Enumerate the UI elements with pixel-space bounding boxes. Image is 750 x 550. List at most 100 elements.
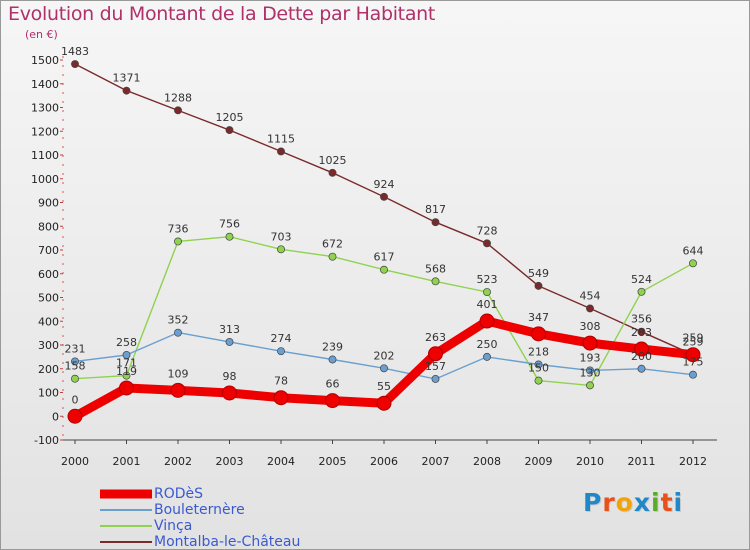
proxiti-logo: Proxiti: [583, 488, 683, 517]
logo-letter: P: [583, 488, 603, 517]
data-label-rodes: 259: [683, 332, 704, 345]
data-point-rodes: [273, 390, 289, 406]
data-point-rodes: [170, 382, 186, 398]
data-label-bouleternere: 200: [631, 350, 652, 363]
x-tick-label: 2008: [473, 455, 501, 468]
data-point-vinca: [225, 232, 234, 241]
data-point-montalba-le-chateau: [483, 239, 491, 248]
data-label-bouleternere: 274: [271, 332, 292, 345]
data-label-bouleternere: 193: [580, 351, 601, 364]
data-label-rodes: 66: [326, 378, 340, 391]
y-tick-label: 400: [38, 315, 59, 328]
x-tick-label: 2002: [164, 455, 192, 468]
data-point-vinca: [174, 237, 182, 246]
data-point-vinca: [380, 265, 388, 274]
data-point-montalba-le-chateau: [225, 126, 234, 135]
data-label-vinca: 171: [116, 357, 137, 370]
data-point-vinca: [689, 259, 697, 268]
x-tick-label: 2010: [576, 455, 604, 468]
data-point-bouleternere: [225, 337, 234, 346]
data-point-bouleternere: [534, 360, 543, 369]
legend-label: Bouleternère: [154, 502, 245, 518]
data-label-vinca: 736: [168, 222, 189, 235]
y-tick-label: 1400: [31, 78, 59, 91]
data-label-vinca: 756: [219, 218, 240, 231]
x-tick-label: 2009: [525, 455, 553, 468]
data-label-bouleternere: 250: [477, 338, 498, 351]
y-tick-label: 1500: [31, 54, 59, 67]
data-label-montalba-le-chateau: 356: [631, 313, 652, 326]
chart-series: [67, 60, 701, 424]
data-point-rodes: [582, 335, 598, 351]
data-label-bouleternere: 157: [425, 360, 446, 373]
x-tick-label: 2003: [216, 455, 244, 468]
y-tick-label: 1200: [31, 125, 59, 138]
logo-letter: x: [633, 488, 651, 517]
data-point-rodes: [376, 395, 392, 411]
chart-axes: -100 0 100 200 300 400 500 600 700 800 900 1000 1100…: [31, 54, 717, 468]
chart-data-labels: 1483 1371 1288 1205 1115 1025 924 817 728 549 454 3…: [61, 45, 704, 406]
legend-swatch: [100, 509, 152, 511]
data-point-vinca: [122, 371, 131, 380]
data-point-montalba-le-chateau: [431, 218, 440, 227]
y-tick-label: 500: [38, 292, 59, 305]
data-label-vinca: 524: [631, 273, 652, 286]
data-point-montalba-le-chateau: [637, 327, 646, 336]
data-point-montalba-le-chateau: [534, 281, 543, 290]
y-tick-label: 100: [38, 387, 59, 400]
y-tick-label: 200: [38, 363, 59, 376]
data-label-rodes: 109: [168, 367, 189, 380]
x-tick-label: 2011: [628, 455, 656, 468]
data-label-bouleternere: 218: [528, 345, 549, 358]
data-point-rodes: [531, 326, 546, 342]
data-point-vinca: [71, 374, 79, 383]
data-label-vinca: 672: [322, 238, 343, 251]
logo-letter: i: [651, 488, 661, 517]
data-point-montalba-le-chateau: [277, 147, 285, 156]
data-label-vinca: 617: [374, 251, 395, 264]
data-label-bouleternere: 202: [374, 349, 395, 362]
x-tick-label: 2005: [319, 455, 347, 468]
data-label-montalba-le-chateau: 924: [374, 178, 395, 191]
x-tick-label: 2012: [679, 455, 707, 468]
y-tick-label: -100: [34, 434, 59, 447]
chart-title: Evolution du Montant de la Dette par Hab…: [8, 3, 436, 25]
data-label-montalba-le-chateau: 259: [683, 336, 704, 349]
data-point-rodes: [685, 347, 701, 363]
legend-label: Montalba-le-Château: [154, 534, 301, 550]
data-point-vinca: [277, 245, 285, 254]
data-point-bouleternere: [174, 328, 182, 337]
data-label-bouleternere: 352: [168, 314, 189, 327]
data-label-rodes: 0: [72, 393, 79, 406]
data-point-montalba-le-chateau: [174, 106, 182, 115]
data-point-vinca: [483, 288, 491, 296]
data-point-montalba-le-chateau: [328, 168, 337, 177]
data-point-montalba-le-chateau: [380, 192, 388, 201]
y-tick-label: 0: [52, 410, 59, 423]
data-label-bouleternere: 239: [322, 340, 343, 353]
data-point-montalba-le-chateau: [586, 304, 594, 313]
data-label-rodes: 401: [477, 298, 498, 311]
data-label-montalba-le-chateau: 728: [477, 224, 498, 237]
data-point-bouleternere: [71, 357, 79, 366]
data-point-bouleternere: [689, 370, 697, 379]
data-point-vinca: [637, 287, 646, 296]
data-point-bouleternere: [637, 364, 646, 373]
data-label-rodes: 308: [580, 320, 601, 333]
data-label-bouleternere: 258: [116, 336, 137, 349]
y-tick-label: 900: [38, 197, 59, 210]
data-point-rodes: [428, 346, 443, 362]
data-label-rodes: 347: [528, 311, 549, 324]
data-point-rodes: [479, 313, 495, 329]
legend-label: Vinça: [154, 518, 193, 534]
data-point-vinca: [328, 252, 337, 261]
y-tick-label: 800: [38, 220, 59, 233]
data-label-bouleternere: 231: [65, 342, 86, 355]
y-tick-label: 300: [38, 339, 59, 352]
x-tick-label: 2007: [422, 455, 450, 468]
data-point-bouleternere: [328, 355, 337, 364]
data-label-rodes: 98: [223, 370, 237, 383]
legend-label: RODèS: [154, 486, 204, 502]
data-label-bouleternere: 313: [219, 323, 240, 336]
data-point-bouleternere: [431, 375, 440, 383]
